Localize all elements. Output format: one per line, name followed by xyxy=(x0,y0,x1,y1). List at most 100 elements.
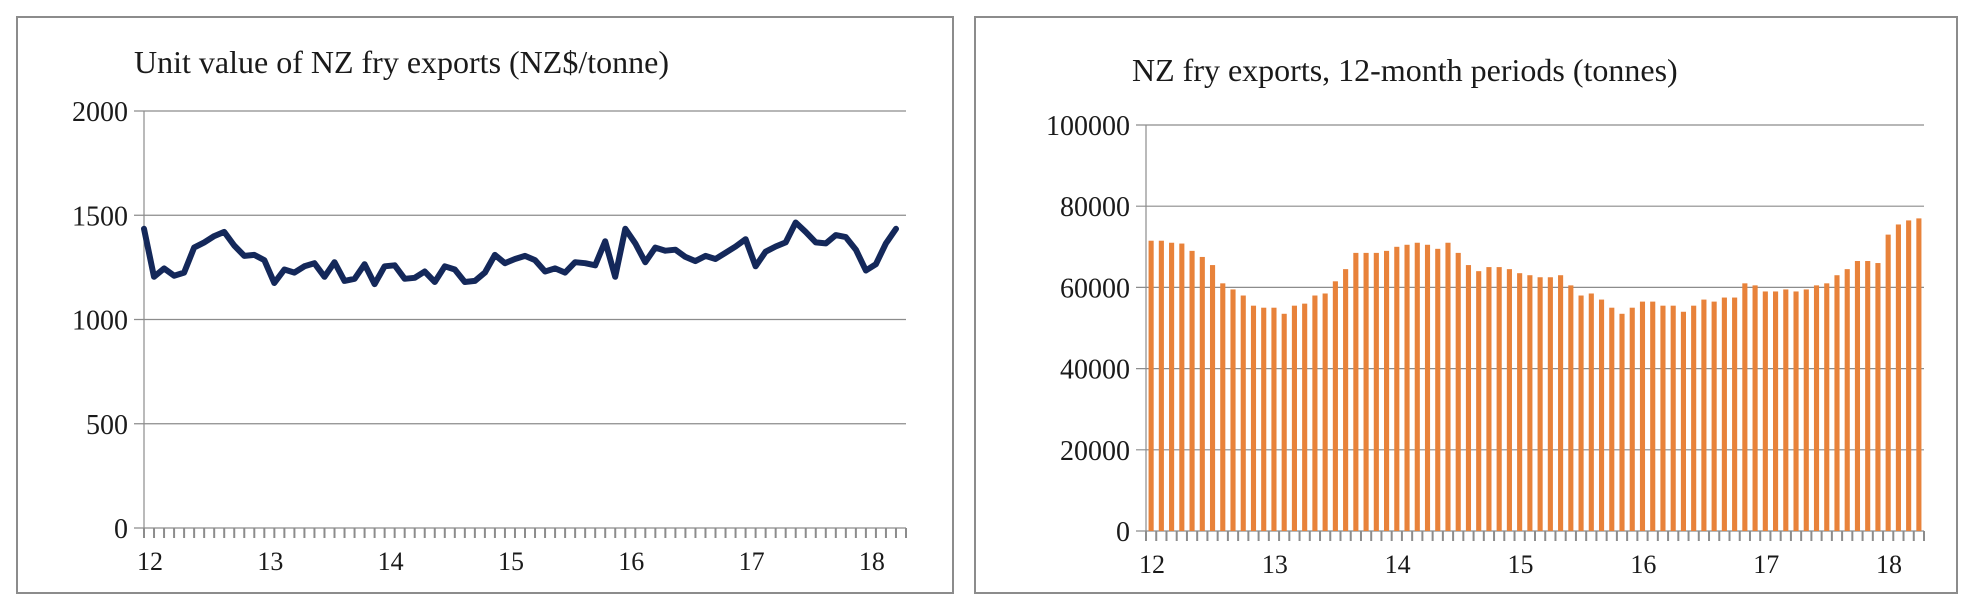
bar xyxy=(1895,224,1901,531)
bar xyxy=(1465,265,1472,531)
bar xyxy=(1353,252,1359,531)
bar xyxy=(1199,256,1205,531)
bar xyxy=(1906,220,1912,531)
bar xyxy=(1169,242,1175,532)
x-tick-label: 16 xyxy=(1630,550,1656,579)
bar xyxy=(1230,289,1236,531)
x-tick-label: 15 xyxy=(498,547,524,576)
bar xyxy=(1373,252,1379,531)
exports-volume-bar-chart: 0 20000 40000 60000 80000 100000 12 13 14 15 16 17 1… xyxy=(1046,111,1925,579)
bar xyxy=(1916,218,1922,531)
bar xyxy=(1660,305,1666,531)
y-tick-label: 2000 xyxy=(72,97,128,128)
bar xyxy=(1517,273,1523,531)
bar xyxy=(1875,263,1881,531)
bar xyxy=(1332,281,1338,531)
x-tick-label: 18 xyxy=(1876,550,1902,579)
bar xyxy=(1762,291,1768,531)
bar xyxy=(1404,244,1410,531)
y-tick-label: 1500 xyxy=(72,201,128,232)
x-tick-label: 12 xyxy=(1139,550,1165,579)
bar xyxy=(1291,305,1297,531)
bar xyxy=(1773,291,1779,531)
y-tick-label: 0 xyxy=(1116,517,1130,548)
bar xyxy=(1302,303,1308,531)
bar xyxy=(1271,307,1277,531)
bar xyxy=(1844,269,1850,531)
bar xyxy=(1363,252,1369,531)
y-tick-label: 40000 xyxy=(1060,355,1130,386)
bar xyxy=(1394,246,1400,532)
bar xyxy=(1824,283,1830,531)
x-tick-label: 18 xyxy=(859,547,885,576)
bar xyxy=(1527,275,1533,531)
bar xyxy=(1322,293,1328,531)
y-tick-label: 20000 xyxy=(1060,436,1130,467)
bar xyxy=(1476,271,1482,531)
bar xyxy=(1885,234,1891,531)
y-tick-label: 100000 xyxy=(1046,111,1130,142)
unit-value-chart-panel: Unit value of NZ fry exports (NZ$/tonne)… xyxy=(16,16,954,594)
x-tick-label: 12 xyxy=(137,547,163,576)
bar xyxy=(1650,301,1656,531)
x-tick-label: 15 xyxy=(1508,550,1534,579)
bar xyxy=(1148,240,1154,531)
bar xyxy=(1312,295,1318,531)
bar xyxy=(1742,283,1748,531)
y-tick-label: 500 xyxy=(86,410,128,441)
bar xyxy=(1250,305,1257,531)
bar xyxy=(1435,248,1441,531)
bar xyxy=(1568,285,1574,531)
bar xyxy=(1793,291,1799,531)
x-tick-label: 13 xyxy=(1262,550,1288,579)
unit-value-line-chart: 0 500 1000 1500 2000 12 13 14 15 16 17 18 xyxy=(72,97,907,576)
bar xyxy=(1209,265,1216,531)
bar xyxy=(1189,250,1195,532)
y-tick-label: 1000 xyxy=(72,306,128,337)
bar xyxy=(1783,289,1789,531)
bar xyxy=(1834,275,1840,531)
x-tick-label: 13 xyxy=(257,547,283,576)
bar xyxy=(1343,269,1349,531)
bar xyxy=(1711,301,1717,531)
bar xyxy=(1537,277,1543,531)
y-tick-label: 60000 xyxy=(1060,273,1130,304)
bar xyxy=(1598,299,1605,531)
bar xyxy=(1281,313,1287,531)
bar xyxy=(1854,261,1861,531)
bar xyxy=(1721,297,1727,531)
bar xyxy=(1865,261,1871,531)
bar xyxy=(1670,305,1676,531)
y-tick-label: 0 xyxy=(114,514,128,545)
exports-volume-chart-panel: NZ fry exports, 12-month periods (tonnes… xyxy=(974,16,1958,594)
x-tick-label: 17 xyxy=(739,547,765,576)
bar xyxy=(1486,267,1492,531)
bar xyxy=(1455,252,1461,531)
bar xyxy=(1639,301,1646,531)
chart-title: NZ fry exports, 12-month periods (tonnes… xyxy=(1132,52,1678,88)
bar xyxy=(1732,297,1738,531)
bar xyxy=(1261,307,1267,531)
bar xyxy=(1445,242,1451,532)
x-tick-label: 16 xyxy=(618,547,644,576)
bar xyxy=(1158,240,1164,531)
bar xyxy=(1547,277,1553,531)
bar xyxy=(1220,283,1226,531)
x-tick-label: 14 xyxy=(378,547,404,576)
bar xyxy=(1619,313,1625,531)
bar xyxy=(1424,244,1431,531)
bar xyxy=(1496,267,1502,531)
bar xyxy=(1803,289,1809,531)
bar xyxy=(1578,295,1584,531)
x-tick-label: 17 xyxy=(1753,550,1779,579)
bar xyxy=(1701,299,1707,531)
bar xyxy=(1629,307,1635,531)
bar xyxy=(1506,269,1512,531)
bar xyxy=(1680,311,1686,531)
bar xyxy=(1240,295,1246,531)
bar xyxy=(1813,285,1820,531)
bar xyxy=(1384,250,1390,532)
bar xyxy=(1558,275,1564,531)
bar xyxy=(1179,243,1185,531)
y-tick-label: 80000 xyxy=(1060,192,1130,223)
